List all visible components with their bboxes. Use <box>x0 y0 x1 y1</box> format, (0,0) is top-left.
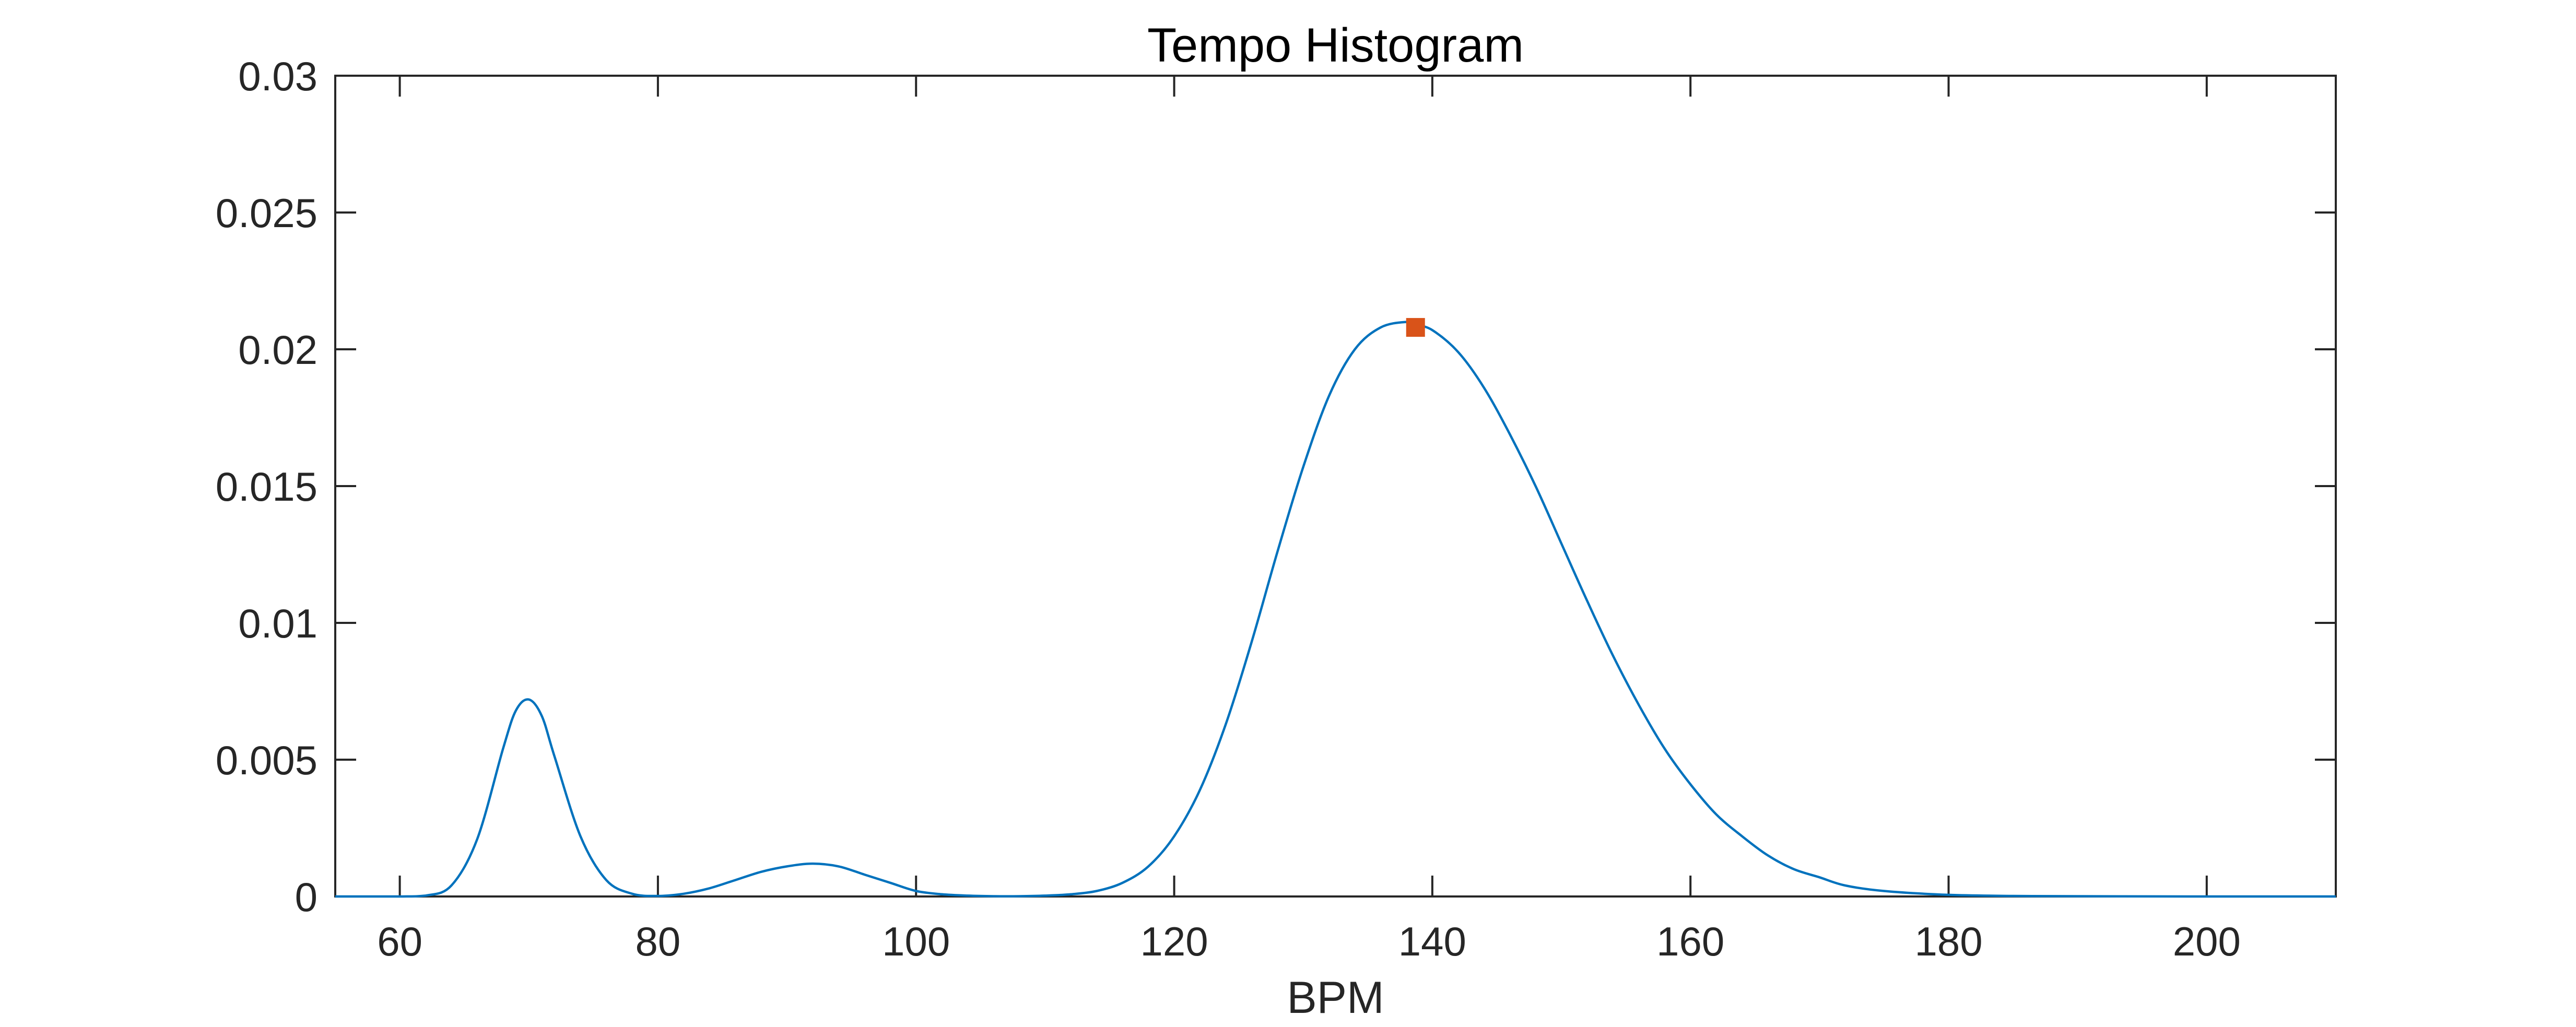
x-tick-labels: 60 80 100 120 140 160 180 200 <box>377 918 2241 964</box>
y-tick-label: 0.01 <box>238 600 317 646</box>
x-tick-label: 80 <box>636 918 681 964</box>
y-tick-label: 0.02 <box>238 327 317 373</box>
x-tick-label: 180 <box>1914 918 1982 964</box>
y-tick-label: 0.03 <box>238 53 317 99</box>
y-tick-label: 0.005 <box>216 737 317 783</box>
plot-area-frame <box>334 75 2337 898</box>
x-axis-title: BPM <box>1287 973 1384 1023</box>
y-tick-label: 0 <box>295 874 317 920</box>
x-tick-label: 60 <box>377 918 422 964</box>
tick-marks <box>335 75 2336 898</box>
x-tick-label: 100 <box>882 918 950 964</box>
y-tick-labels: 0 0.005 0.01 0.015 0.02 0.025 0.03 <box>216 53 317 920</box>
y-tick-label: 0.025 <box>216 190 317 236</box>
x-tick-label: 160 <box>1656 918 1724 964</box>
x-tick-label: 120 <box>1140 918 1208 964</box>
series-line <box>335 321 2336 898</box>
peak-marker <box>1406 318 1425 337</box>
x-tick-label: 140 <box>1398 918 1466 964</box>
x-tick-label: 200 <box>2173 918 2241 964</box>
y-tick-label: 0.015 <box>216 464 317 510</box>
chart-title: Tempo Histogram <box>1147 19 1524 72</box>
